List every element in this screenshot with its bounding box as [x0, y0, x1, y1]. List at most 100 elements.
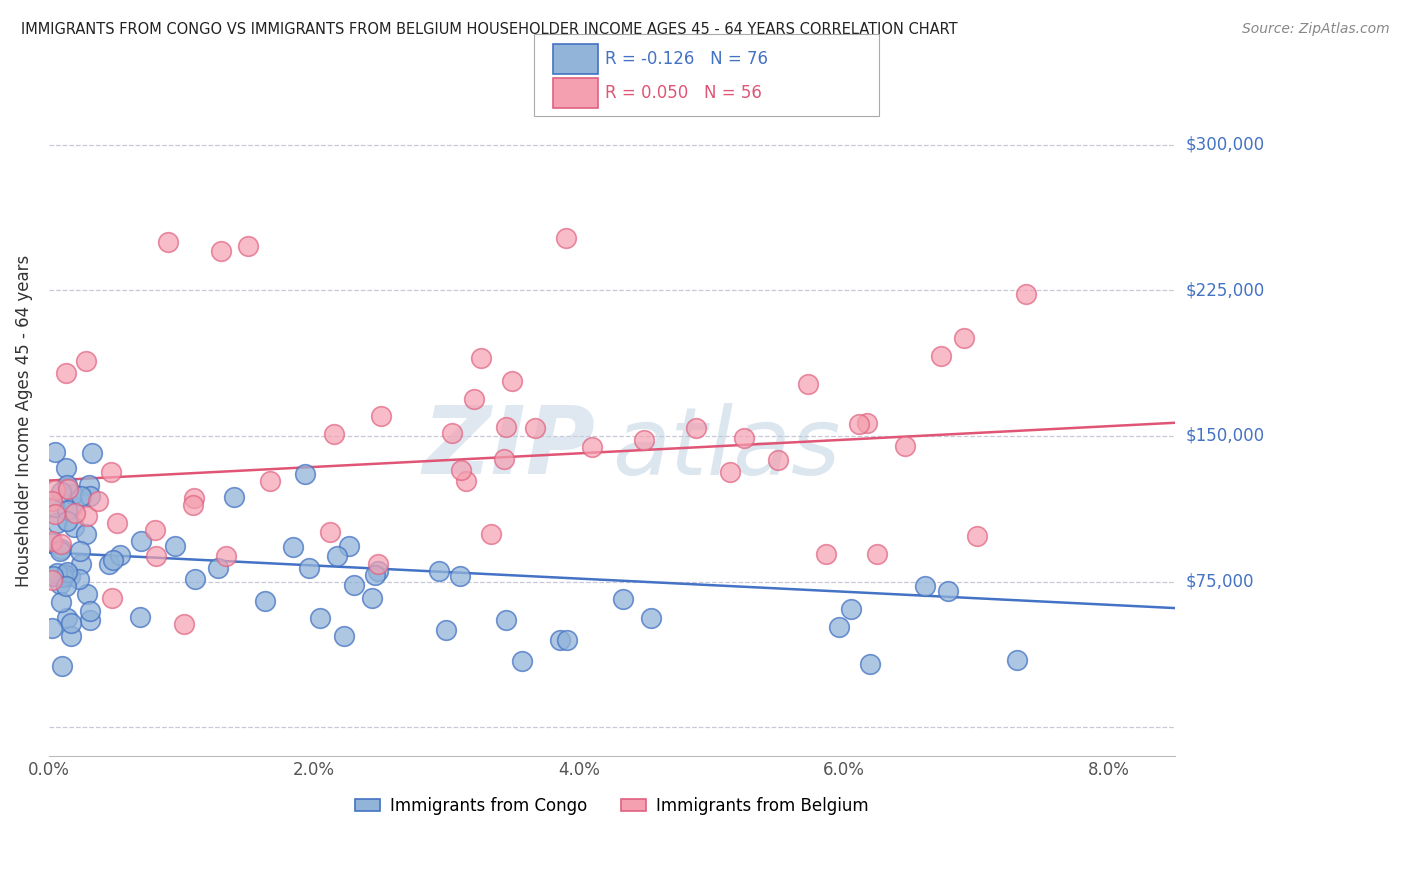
Point: [46, 516, 69, 530]
Point: [470, 351, 492, 365]
Point: [367, 564, 389, 578]
Point: [49, 595, 72, 609]
Point: [79, 613, 101, 627]
Point: [463, 392, 485, 406]
Point: [364, 568, 387, 582]
Point: [929, 349, 952, 363]
Point: [79, 604, 101, 618]
Point: [55, 478, 77, 492]
Point: [75, 526, 97, 541]
Point: [492, 451, 515, 466]
Point: [59, 629, 82, 643]
Point: [62, 487, 84, 501]
Text: $225,000: $225,000: [1185, 281, 1265, 299]
Point: [548, 632, 571, 647]
Point: [1005, 653, 1028, 667]
Point: [323, 426, 346, 441]
Point: [51, 659, 73, 673]
Point: [495, 613, 517, 627]
Point: [48, 577, 70, 591]
Y-axis label: Householder Income Ages 45 - 64 years: Householder Income Ages 45 - 64 years: [15, 255, 32, 588]
Point: [98, 557, 121, 571]
Point: [254, 594, 277, 608]
Point: [479, 527, 502, 541]
Point: [342, 578, 364, 592]
Point: [76, 587, 98, 601]
Text: atlas: atlas: [612, 402, 841, 493]
Point: [181, 498, 204, 512]
Point: [319, 524, 342, 539]
Point: [209, 244, 232, 259]
Point: [733, 431, 755, 445]
Text: ZIP: ZIP: [422, 402, 595, 494]
Point: [685, 421, 707, 435]
Point: [56, 610, 79, 624]
Point: [581, 440, 603, 454]
Point: [450, 462, 472, 476]
Point: [524, 421, 547, 435]
Point: [440, 425, 463, 440]
Point: [46, 566, 69, 580]
Point: [555, 632, 578, 647]
Point: [101, 553, 124, 567]
Point: [370, 409, 392, 423]
Text: $75,000: $75,000: [1185, 573, 1254, 591]
Text: $300,000: $300,000: [1185, 136, 1264, 153]
Point: [101, 591, 124, 606]
Point: [966, 529, 988, 543]
Point: [145, 549, 167, 563]
Point: [828, 620, 851, 634]
Point: [69, 544, 91, 558]
Point: [105, 516, 128, 530]
Point: [108, 548, 131, 562]
Point: [44, 483, 66, 497]
Text: IMMIGRANTS FROM CONGO VS IMMIGRANTS FROM BELGIUM HOUSEHOLDER INCOME AGES 45 - 64: IMMIGRANTS FROM CONGO VS IMMIGRANTS FROM…: [21, 22, 957, 37]
Point: [56, 565, 79, 579]
Point: [63, 506, 86, 520]
Point: [80, 445, 103, 459]
Point: [173, 617, 195, 632]
Legend: Immigrants from Congo, Immigrants from Belgium: Immigrants from Congo, Immigrants from B…: [349, 790, 875, 822]
Point: [848, 417, 870, 432]
Point: [79, 477, 101, 491]
Point: [60, 616, 83, 631]
Point: [41, 494, 63, 508]
Point: [100, 465, 122, 479]
Point: [55, 579, 77, 593]
Point: [510, 654, 533, 668]
Point: [797, 377, 820, 392]
Point: [633, 433, 655, 447]
Point: [855, 416, 877, 430]
Point: [367, 557, 389, 571]
Point: [333, 629, 356, 643]
Point: [56, 503, 79, 517]
Point: [49, 544, 72, 558]
Point: [427, 564, 450, 578]
Point: [49, 537, 72, 551]
Point: [62, 500, 84, 514]
Point: [55, 366, 77, 380]
Point: [67, 572, 90, 586]
Point: [143, 523, 166, 537]
Point: [87, 494, 110, 508]
Point: [75, 353, 97, 368]
Point: [914, 579, 936, 593]
Point: [207, 561, 229, 575]
Point: [866, 547, 889, 561]
Point: [44, 500, 66, 514]
Point: [51, 542, 73, 557]
Point: [183, 491, 205, 506]
Point: [63, 519, 86, 533]
Text: $150,000: $150,000: [1185, 427, 1264, 445]
Point: [52, 570, 75, 584]
Point: [894, 439, 917, 453]
Point: [236, 238, 259, 252]
Point: [308, 611, 330, 625]
Point: [53, 567, 76, 582]
Point: [298, 560, 321, 574]
Point: [128, 609, 150, 624]
Text: R = -0.126   N = 76: R = -0.126 N = 76: [605, 50, 768, 68]
Point: [215, 549, 238, 563]
Point: [612, 591, 634, 606]
Point: [361, 591, 384, 606]
